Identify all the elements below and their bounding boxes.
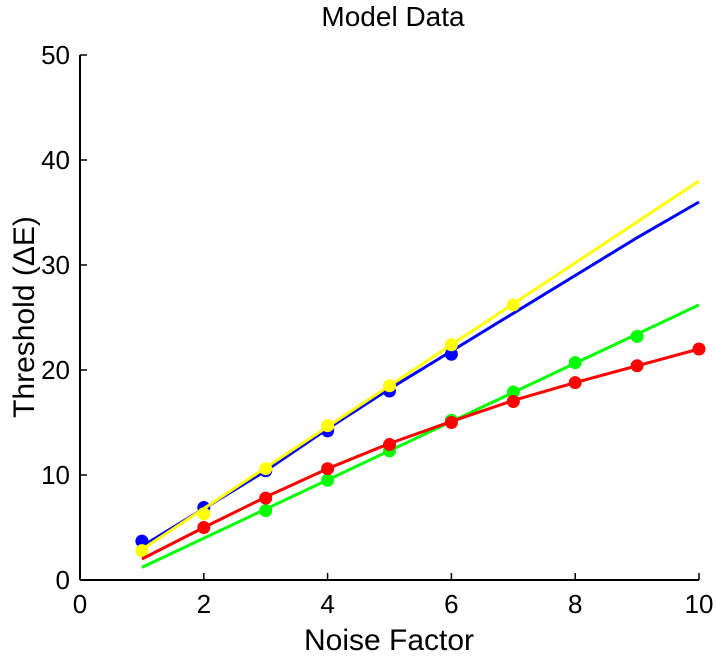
y-tick-label: 30 [41, 250, 70, 280]
y-tick-label: 50 [41, 40, 70, 70]
x-tick-label: 8 [568, 589, 582, 619]
series-1 [135, 179, 700, 558]
x-tick-label: 4 [320, 589, 334, 619]
data-point [135, 544, 149, 558]
series-fit-line [141, 347, 700, 561]
x-tick-label: 6 [444, 589, 458, 619]
data-point [444, 416, 458, 429]
data-point [568, 356, 582, 370]
data-point [630, 359, 644, 373]
data-point [321, 419, 335, 433]
data-point [383, 379, 396, 393]
data-point [444, 347, 458, 361]
y-ticks: 0 10 20 30 40 50 [41, 40, 87, 595]
data-point [506, 395, 520, 408]
y-tick-label: 40 [41, 145, 70, 175]
x-tick-label: 0 [73, 589, 87, 619]
data-point [321, 462, 335, 476]
y-axis-label: Threshold (ΔE) [8, 216, 41, 418]
data-point [506, 385, 520, 399]
y-tick-label: 10 [41, 460, 70, 490]
data-point [630, 329, 644, 343]
series-fit-line [141, 303, 700, 569]
x-axis-label: Noise Factor [304, 624, 474, 657]
data-point [568, 376, 582, 390]
chart-title: Model Data [321, 1, 465, 32]
x-ticks: 0 2 4 6 8 10 [73, 573, 714, 619]
data-point [692, 342, 706, 356]
data-point [506, 298, 520, 312]
series-3 [141, 342, 706, 561]
data-point [383, 438, 396, 452]
data-point [444, 338, 458, 352]
y-tick-label: 0 [56, 565, 70, 595]
y-tick-label: 20 [41, 355, 70, 385]
data-point [321, 473, 335, 487]
plot-series [135, 179, 706, 569]
data-point [135, 534, 149, 548]
x-tick-label: 10 [685, 589, 714, 619]
data-point [259, 462, 273, 476]
x-tick-label: 2 [197, 589, 211, 619]
data-point [259, 491, 273, 505]
series-0 [135, 200, 700, 548]
series-fit-line [141, 179, 700, 551]
series-2 [141, 303, 700, 569]
data-point [197, 521, 211, 534]
data-point [259, 504, 273, 518]
data-point [197, 507, 211, 521]
